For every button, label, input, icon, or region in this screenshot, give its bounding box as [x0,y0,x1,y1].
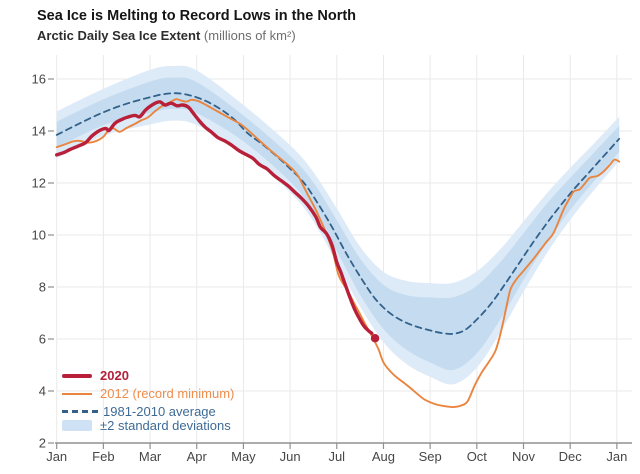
x-axis-label-aug-7: Aug [372,449,395,464]
x-axis-label-dec-11: Dec [559,449,583,464]
y-axis-label-2: 2 [39,436,46,451]
stddev-band-inner [56,77,620,371]
x-axis-label-nov-10: Nov [512,449,536,464]
x-axis-label-oct-9: Oct [467,449,488,464]
chart-subtitle-main: Arctic Daily Sea Ice Extent [37,28,201,43]
y-axis-label-16: 16 [32,72,46,87]
legend-item-2020: 2020 [62,368,129,383]
legend-average-label: 1981-2010 average [103,404,216,419]
y-axis-label-4: 4 [39,384,46,399]
chart-subtitle: Arctic Daily Sea Ice Extent (millions of… [37,28,296,43]
x-axis-label-mar-2: Mar [139,449,162,464]
y-axis-label-10: 10 [32,228,46,243]
legend-item-2012: 2012 (record minimum) [62,386,234,401]
x-axis-label-jan-0: Jan [46,449,67,464]
x-axis-label-feb-1: Feb [92,449,114,464]
legend-stddev-band-swatch [62,420,92,431]
legend-item-average: 1981-2010 average [62,404,216,419]
chart-subtitle-unit: (millions of km²) [200,28,296,43]
legend-2012-line-swatch [62,392,92,395]
page-title: Sea Ice is Melting to Record Lows in the… [37,8,357,24]
x-axis-label-may-4: May [231,449,256,464]
latest-data-point-dot [370,334,380,343]
legend-2012-label: 2012 (record minimum) [100,386,235,401]
x-axis-label-jul-6: Jul [328,449,345,464]
y-axis-label-12: 12 [32,176,46,191]
x-axis-label-jun-5: Jun [280,449,301,464]
y-axis-label-6: 6 [39,332,46,347]
y-axis-label-14: 14 [32,124,46,139]
legend-average-dashed-swatch [62,410,98,413]
legend-2020-line-swatch [62,373,92,378]
x-axis-label-sep-8: Sep [419,449,442,464]
legend-stddev-label: ±2 standard deviations [100,418,231,433]
series-line-2020 [55,100,374,335]
legend-2020-label: 2020 [100,368,129,383]
series-line-2012-record-minimum- [55,98,621,409]
legend-item-stddev: ±2 standard deviations [62,418,231,433]
y-axis-label-8: 8 [39,280,46,295]
x-axis-label-apr-3: Apr [187,449,208,464]
x-axis-label-jan-12: Jan [606,449,627,464]
